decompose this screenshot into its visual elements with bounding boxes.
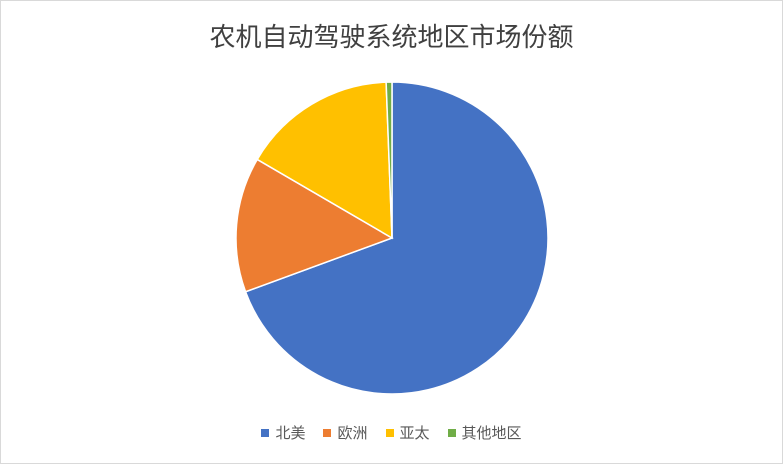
pie-slice-3: [385, 81, 393, 239]
legend: 北美 欧洲 亚太 其他地区: [1, 422, 782, 443]
legend-item: 亚太: [385, 422, 430, 443]
legend-item: 欧洲: [323, 422, 368, 443]
chart-title: 农机自动驾驶系统地区市场份额: [209, 23, 574, 53]
legend-label: 亚太: [399, 424, 430, 442]
legend-swatch: [323, 428, 332, 437]
legend-swatch: [261, 428, 270, 437]
pie-slice-1: [235, 158, 394, 293]
legend-label: 其他地区: [461, 424, 522, 442]
pie-slice-2: [256, 81, 393, 240]
pie-slice-0: [244, 81, 549, 395]
legend-swatch: [385, 428, 394, 437]
legend-label: 北美: [275, 424, 306, 442]
legend-swatch: [447, 428, 456, 437]
legend-item: 其他地区: [447, 422, 522, 443]
legend-item: 北美: [261, 422, 305, 443]
legend-label: 欧洲: [337, 424, 368, 442]
